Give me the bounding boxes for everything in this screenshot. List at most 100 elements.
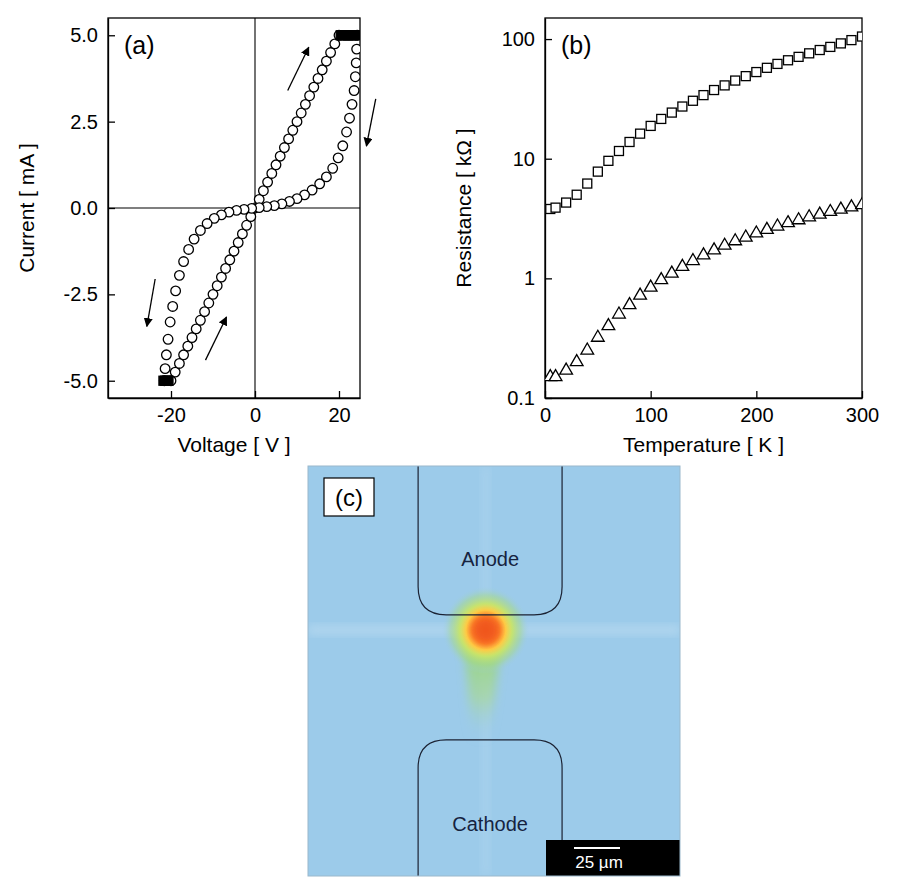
data-point	[163, 334, 173, 344]
y-axis-tick-mark	[108, 294, 115, 295]
series	[166, 30, 344, 385]
data-point	[625, 137, 634, 146]
data-point	[815, 46, 824, 55]
hot-core	[472, 616, 500, 644]
data-point	[636, 129, 645, 138]
scale-bar	[574, 847, 620, 849]
data-point	[551, 203, 560, 212]
hot-spot	[442, 586, 530, 674]
y-axis-tick-label: 0.0	[70, 197, 98, 219]
x-axis-tick-mark	[756, 391, 757, 398]
panel-label: (c)	[335, 484, 363, 511]
data-point	[349, 86, 359, 96]
y-axis-tick-label: 10	[513, 148, 535, 170]
data-point	[688, 96, 697, 105]
data-point	[338, 141, 348, 151]
sweep-arrow	[147, 279, 155, 326]
data-point	[570, 355, 583, 366]
x-axis-tick: -20	[157, 391, 186, 426]
x-axis-tick-label: 0	[250, 404, 261, 426]
x-axis-tick-label: 100	[634, 404, 667, 426]
x-axis-tick-label: 0	[540, 404, 551, 426]
x-axis: -20020	[109, 391, 361, 426]
data-point	[604, 156, 613, 165]
data-point	[352, 30, 360, 40]
x-axis-line	[546, 398, 863, 399]
data-point	[347, 100, 357, 110]
x-axis-tick-mark	[339, 391, 340, 398]
x-axis-tick: 100	[634, 391, 667, 426]
series	[159, 31, 360, 385]
data-point	[836, 39, 845, 48]
anode-outline	[418, 466, 562, 615]
y-axis-tick: 0.1	[507, 387, 552, 409]
data-point	[646, 121, 655, 130]
panel-label: (a)	[124, 31, 155, 59]
y-axis-tick-label: 100	[502, 28, 535, 50]
sweep-arrows	[147, 47, 376, 360]
y-axis: 0.1 1 10 100	[502, 19, 552, 409]
data-point	[351, 72, 360, 82]
x-axis-tick-label: 300	[846, 404, 879, 426]
data-point	[644, 280, 657, 291]
y-axis-tick-label: 5.0	[70, 24, 98, 46]
data-point	[782, 216, 795, 227]
data-point	[858, 32, 863, 41]
series	[159, 30, 360, 385]
data-point	[773, 59, 782, 68]
y-axis-title: Resistance [ kΩ ]	[452, 128, 475, 287]
y-axis-tick: 10	[513, 148, 552, 170]
y-axis-tick-mark	[108, 381, 115, 382]
data-point	[179, 257, 189, 267]
data-point	[813, 207, 826, 218]
y-axis-tick-mark	[545, 39, 552, 40]
data-point	[657, 114, 666, 123]
data-point	[591, 330, 604, 341]
series	[545, 198, 862, 381]
y-axis-tick: 1	[524, 267, 552, 289]
data-point	[805, 49, 814, 58]
data-point	[792, 213, 805, 224]
data-point	[720, 81, 729, 90]
y-axis-tick-label: 0.1	[507, 387, 535, 409]
data-point	[750, 226, 763, 237]
data-point	[710, 86, 719, 95]
cathode-outline	[418, 740, 562, 876]
data-point	[752, 68, 761, 77]
data-point	[196, 226, 206, 236]
data-point	[184, 245, 194, 255]
data-point	[729, 234, 742, 245]
data-point	[771, 219, 784, 230]
data-point	[655, 273, 668, 284]
x-axis-title: Voltage [ V ]	[177, 433, 290, 456]
data-point	[856, 198, 862, 209]
y-axis-title: Current [ mA ]	[15, 143, 38, 273]
data-point	[352, 44, 360, 54]
data-point	[803, 210, 816, 221]
image-content	[308, 466, 680, 876]
data-point	[562, 198, 571, 207]
data-point	[731, 76, 740, 85]
data-point	[699, 91, 708, 100]
data-point	[168, 302, 178, 312]
y-axis-tick: -5.0	[64, 370, 115, 392]
y-axis-tick: 5.0	[70, 24, 115, 46]
data-point	[784, 56, 793, 65]
electrode-label: Cathode	[452, 813, 528, 835]
x-axis: 0100200300	[540, 391, 879, 426]
y-axis-tick-mark	[545, 278, 552, 279]
scale-bar-background	[546, 840, 680, 876]
plot-area	[108, 18, 360, 398]
data-point	[164, 376, 173, 385]
data-point	[741, 72, 750, 81]
sweep-arrow	[366, 99, 375, 146]
y-axis-tick-label: 1	[524, 267, 535, 289]
data-point	[762, 63, 771, 72]
data-point	[824, 204, 837, 215]
data-point	[667, 108, 676, 117]
data-point	[345, 113, 355, 123]
data-point	[342, 127, 352, 137]
x-axis-tick-mark	[862, 391, 863, 398]
data-point	[761, 222, 774, 233]
plot-frame	[545, 18, 862, 398]
